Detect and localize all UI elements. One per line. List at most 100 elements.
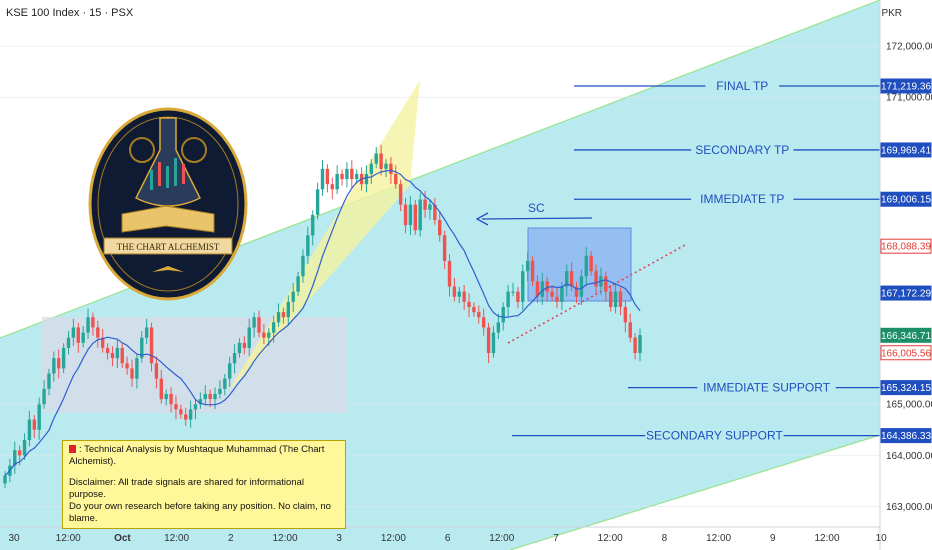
candle-body (296, 276, 300, 292)
candle-body (423, 199, 427, 210)
candle-body (271, 322, 276, 333)
candle-body (638, 335, 642, 354)
x-tick-label: 12:00 (164, 533, 189, 544)
time-axis[interactable]: 30 12:00 Oct 12:00 2 12:00 3 12:00 6 12:00 7 12:00 8… (8, 533, 887, 544)
price-badge-label: 166,005.56 (881, 348, 931, 359)
x-tick-label: 12:00 (706, 533, 731, 544)
x-tick-label: 9 (770, 533, 776, 544)
candle-body (169, 393, 173, 405)
x-tick-label: Oct (114, 533, 131, 544)
y-tick-label: 171,000.00 (886, 93, 932, 104)
level-label: FINAL TP (716, 79, 768, 93)
candle-body (364, 173, 369, 185)
candle-body (481, 317, 486, 328)
price-axis[interactable]: 172,000.00 171,000.00 165,000.00 164,000.00… (886, 42, 932, 513)
candle-body (164, 393, 168, 400)
candle-body (467, 301, 471, 307)
candle-body (442, 235, 447, 261)
candle-body (350, 168, 354, 180)
x-tick-label: 12:00 (272, 533, 297, 544)
candle-body (47, 373, 51, 389)
candle-body (17, 450, 22, 456)
candle-body (257, 317, 261, 333)
candle-body (120, 347, 124, 364)
candle-body (569, 271, 574, 287)
candle-body (496, 322, 501, 333)
candle-body (91, 317, 95, 328)
candle-body (491, 332, 496, 354)
candle-body (340, 173, 344, 180)
candle-body (135, 358, 139, 379)
candle-body (530, 260, 535, 282)
candle-body (413, 204, 418, 231)
candle-body (154, 363, 159, 379)
price-badge (880, 345, 932, 361)
channel-lower-line (509, 434, 881, 550)
sc-arrow-line (481, 217, 593, 220)
price-badge (880, 78, 932, 94)
x-tick-label: 12:00 (598, 533, 623, 544)
candle-body (389, 163, 393, 174)
candle-body (130, 368, 134, 379)
candle-body (86, 317, 90, 333)
candle-body (27, 419, 32, 441)
y-tick-label: 172,000.00 (886, 42, 932, 53)
candle-body (286, 301, 291, 318)
candle-body (579, 276, 584, 297)
chart-alchemist-logo: THE CHART ALCHEMIST (88, 107, 248, 301)
x-tick-label: 8 (662, 533, 668, 544)
note-line-2: Do your own research before taking any p… (69, 501, 331, 524)
sc-label: SC (528, 201, 545, 215)
note-title: : Technical Analysis by Mushtaque Muhamm… (69, 444, 325, 467)
candle-body (76, 327, 80, 343)
price-badge (880, 327, 932, 343)
candle-body (37, 404, 41, 430)
candle-body (247, 327, 251, 348)
x-tick-label: 30 (8, 533, 20, 544)
price-badge-label: 165,324.15 (881, 383, 931, 394)
candle-body (506, 291, 510, 307)
x-tick-label: 12:00 (489, 533, 514, 544)
level-label: SECONDARY SUPPORT (646, 429, 783, 443)
candle-body (100, 337, 105, 348)
candle-body (584, 255, 588, 277)
symbol-title: KSE 100 Index · 15 · PSX (6, 7, 134, 19)
price-badge-label: 168,088.39 (881, 242, 931, 253)
candle-body (193, 404, 198, 410)
candle-body (335, 173, 339, 190)
candle-body (501, 306, 505, 323)
candle-body (213, 393, 217, 400)
bird-icon (152, 266, 184, 272)
candle-body (394, 173, 398, 185)
price-badges: 171,219.36 169,969.41 169,006.15 168,088.39… (880, 78, 932, 444)
x-tick-label: 2 (228, 533, 234, 544)
x-tick-label: 3 (336, 533, 342, 544)
candle-body (315, 189, 320, 215)
candle-body (242, 342, 247, 348)
price-badge-label: 169,006.15 (881, 195, 931, 206)
book-icon (121, 205, 215, 233)
candle-body (32, 419, 37, 430)
candle-body (311, 214, 315, 236)
candle-body (477, 312, 481, 318)
candle-body (184, 414, 188, 420)
support-trendline (507, 244, 686, 344)
price-badge (880, 238, 932, 254)
price-badge (880, 428, 932, 444)
candle-body (232, 353, 237, 364)
candle-body (301, 255, 305, 277)
candle-body (42, 388, 46, 405)
candle-body (267, 332, 271, 338)
sc-arrow-head (475, 212, 489, 226)
candle-body (203, 393, 207, 400)
x-tick-label: 7 (553, 533, 559, 544)
x-tick-label: 6 (445, 533, 451, 544)
candle-body (306, 235, 310, 256)
price-badge-label: 169,969.41 (881, 145, 931, 156)
candle-body (149, 327, 154, 364)
candles (3, 144, 642, 489)
x-tick-label: 12:00 (381, 533, 406, 544)
price-badge-label: 164,386.33 (881, 431, 931, 442)
candle-body (618, 291, 623, 307)
